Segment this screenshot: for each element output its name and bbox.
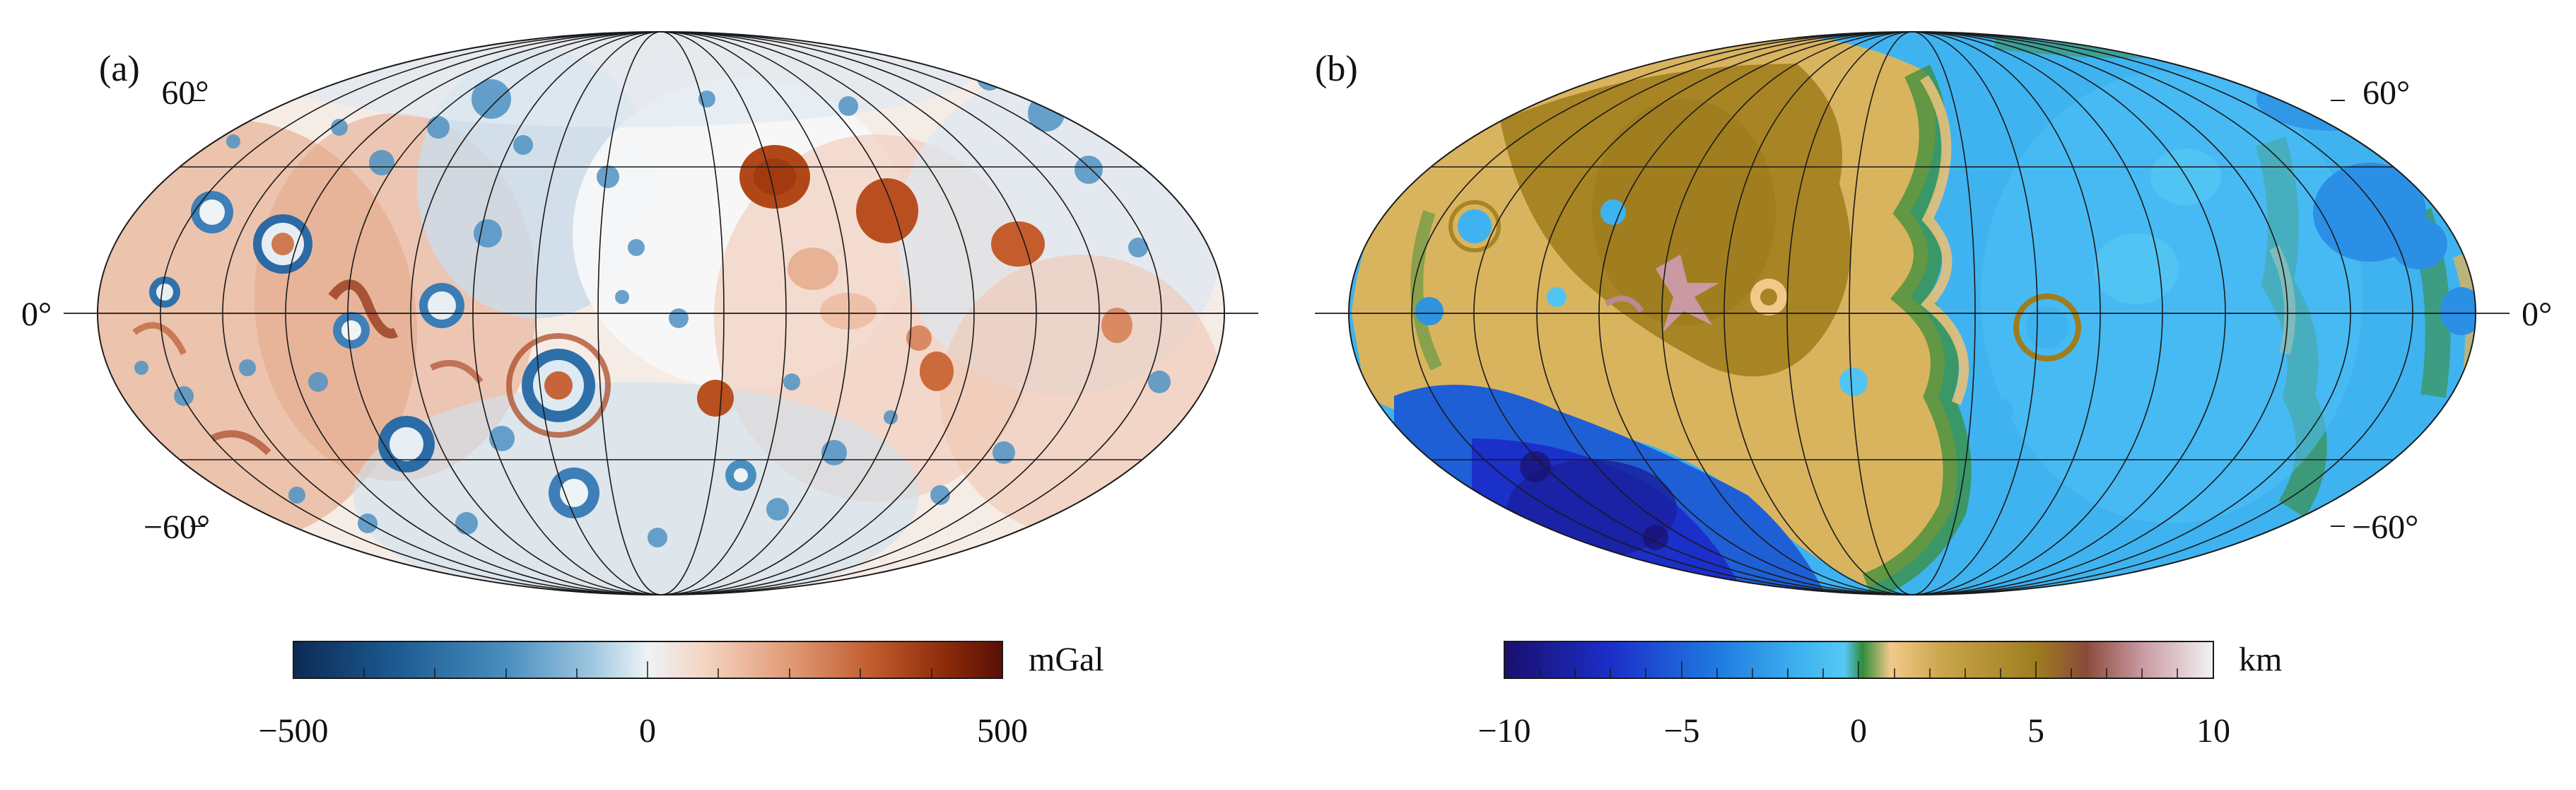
colorbar-tick-4: 5 <box>2027 712 2044 750</box>
colorbar-tick-min: −500 <box>258 712 329 750</box>
gravity-map-figure <box>64 31 1258 679</box>
lat-label-equator: 0° <box>2522 296 2553 333</box>
lat-label-south: −60° <box>143 509 211 546</box>
topography-map-figure <box>1315 31 2510 679</box>
colorbar-tick-5: 10 <box>2196 712 2230 750</box>
lat-label-north: 60° <box>161 74 209 112</box>
colorbar-tick-1: −10 <box>1477 712 1531 750</box>
colorbar-tick-3: 0 <box>1850 712 1867 750</box>
gravity-field <box>98 32 1224 595</box>
lat-label-south: −60° <box>2352 509 2419 546</box>
colorbar-minor-ticks <box>1539 661 2178 678</box>
colorbar-unit: mGal <box>1029 641 1104 678</box>
lat-label-equator: 0° <box>21 296 52 333</box>
colorbar-tick-2: −5 <box>1663 712 1700 750</box>
panel-label: (b) <box>1315 49 1358 89</box>
panel-label: (a) <box>99 49 140 89</box>
colorbar-minor-ticks <box>363 661 932 678</box>
lat-label-north: 60° <box>2363 74 2411 112</box>
colorbar-tick-mid: 0 <box>639 712 656 750</box>
colorbar-tick-max: 500 <box>977 712 1028 750</box>
colorbar-unit: km <box>2239 641 2283 678</box>
panel-topography: (b) 60° 0° −60° km −10 −5 0 5 10 <box>1288 0 2576 790</box>
panel-gravity: (a) 60° 0° −60° mGal −500 0 500 <box>21 31 1258 750</box>
